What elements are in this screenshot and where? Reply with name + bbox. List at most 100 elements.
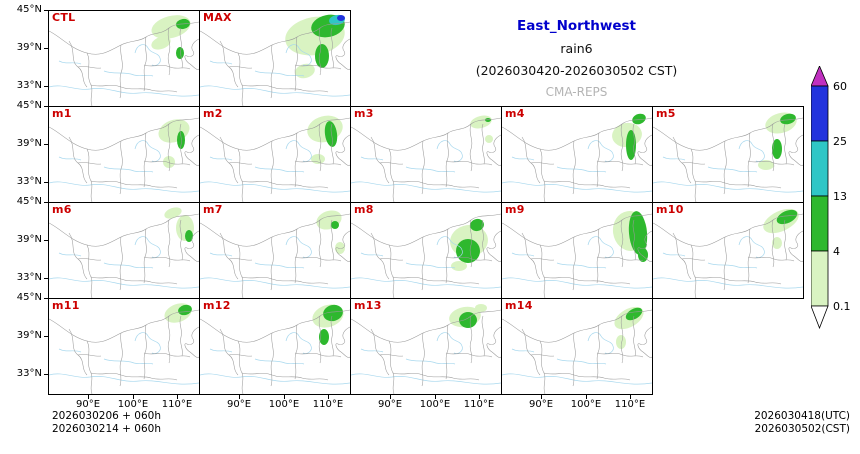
model-name-label: CMA-REPS [545, 85, 608, 99]
boundary-line [596, 160, 644, 166]
boundary-line [530, 258, 555, 261]
precip-map-m9 [502, 211, 652, 298]
boundary-line [237, 244, 244, 298]
river-line [103, 262, 154, 269]
x-tick-label: 100°E [419, 399, 451, 410]
footer-init-times: 2026030206 + 060h 2026030214 + 060h [52, 410, 161, 436]
panel-label-m2: m2 [203, 107, 223, 120]
x-tick-mark [239, 395, 240, 399]
boundary-line [241, 276, 329, 285]
boundary-line [167, 219, 171, 268]
river-line [738, 140, 765, 162]
precip-map-m8 [351, 213, 501, 298]
boundary-line [49, 213, 199, 247]
boundary-line [294, 36, 298, 92]
river-line [360, 348, 384, 353]
river-line [134, 332, 161, 354]
river-line [502, 181, 652, 193]
precip-blob [616, 335, 626, 349]
precip-blob [176, 47, 184, 59]
boundary-line [388, 244, 395, 298]
boundary-line [572, 236, 576, 291]
boundary-line [49, 21, 199, 55]
boundary-line [481, 123, 485, 165]
boundary-line [379, 162, 404, 165]
x-tick-label: 90°E [226, 399, 252, 410]
panel-label-m8: m8 [354, 203, 374, 216]
precip-blob [185, 230, 193, 242]
panel-label-m14: m14 [505, 299, 533, 312]
boundary-line [486, 326, 501, 358]
boundary-line [119, 140, 123, 195]
boundary-line [596, 228, 600, 284]
y-tick-mark [44, 240, 48, 241]
boundary-line [49, 117, 199, 151]
boundary-line [219, 136, 239, 184]
river-line [556, 166, 607, 173]
river-line [285, 332, 312, 354]
boundary-line [294, 228, 298, 284]
boundary-line [184, 326, 199, 358]
boundary-line [330, 315, 334, 357]
valid-period-label: (2026030420-2026030502 CST) [475, 63, 678, 78]
boundary-line [421, 332, 425, 387]
river-line [502, 277, 652, 289]
boundary-line [694, 180, 782, 189]
river-line [556, 358, 607, 365]
boundary-line [143, 228, 147, 284]
precip-map-m12 [200, 304, 350, 394]
boundary-line [620, 123, 624, 172]
y-tick-label: 39°N [16, 42, 42, 53]
init-time-line-1: 2026030206 + 060h [52, 410, 161, 422]
precip-blob [459, 312, 477, 328]
y-tick-label: 33°N [16, 80, 42, 91]
boundary-line [237, 340, 244, 394]
river-line [200, 181, 350, 193]
boundary-line [445, 228, 449, 284]
boundary-line [379, 258, 404, 261]
boundary-line [521, 136, 541, 184]
colorbar-tick-label: 25 [833, 135, 847, 148]
precip-map-CTL [49, 15, 199, 106]
boundary-line [351, 213, 501, 247]
precip-blob [470, 218, 484, 232]
boundary-line [90, 276, 178, 285]
precip-blob [626, 130, 636, 160]
precip-blob [323, 304, 343, 322]
precip-blob [638, 248, 648, 262]
boundary-line [335, 230, 350, 262]
precip-blob [776, 209, 798, 225]
precip-map-m5 [653, 112, 803, 202]
precip-blob [485, 118, 491, 122]
boundary-line [294, 160, 342, 166]
panel-label-m1: m1 [52, 107, 72, 120]
precip-blob [772, 237, 782, 249]
map-panel-m10: m10 [652, 202, 804, 299]
boundary-line [270, 332, 274, 387]
valid-time-utc: 2026030418(UTC) [754, 410, 850, 422]
y-tick-mark [44, 86, 48, 87]
boundary-line [351, 309, 501, 343]
y-tick-mark [44, 336, 48, 337]
boundary-line [318, 123, 322, 172]
boundary-line [502, 309, 652, 343]
y-tick-label: 45°N [16, 196, 42, 207]
boundary-line [543, 180, 631, 189]
colorbar-tick-label: 4 [833, 245, 840, 258]
river-line [285, 44, 312, 66]
boundary-line [119, 332, 123, 387]
boundary-line [335, 326, 350, 358]
y-tick-label: 39°N [16, 234, 42, 245]
x-tick-label: 100°E [117, 399, 149, 410]
boundary-line [294, 324, 298, 380]
boundary-line [672, 232, 692, 280]
x-tick-mark [630, 395, 631, 399]
river-line [103, 70, 154, 77]
boundary-line [469, 219, 473, 268]
precip-map-m14 [502, 306, 652, 394]
boundary-line [632, 315, 636, 357]
boundary-line [219, 328, 239, 376]
boundary-line [543, 372, 631, 381]
boundary-line [637, 230, 652, 262]
